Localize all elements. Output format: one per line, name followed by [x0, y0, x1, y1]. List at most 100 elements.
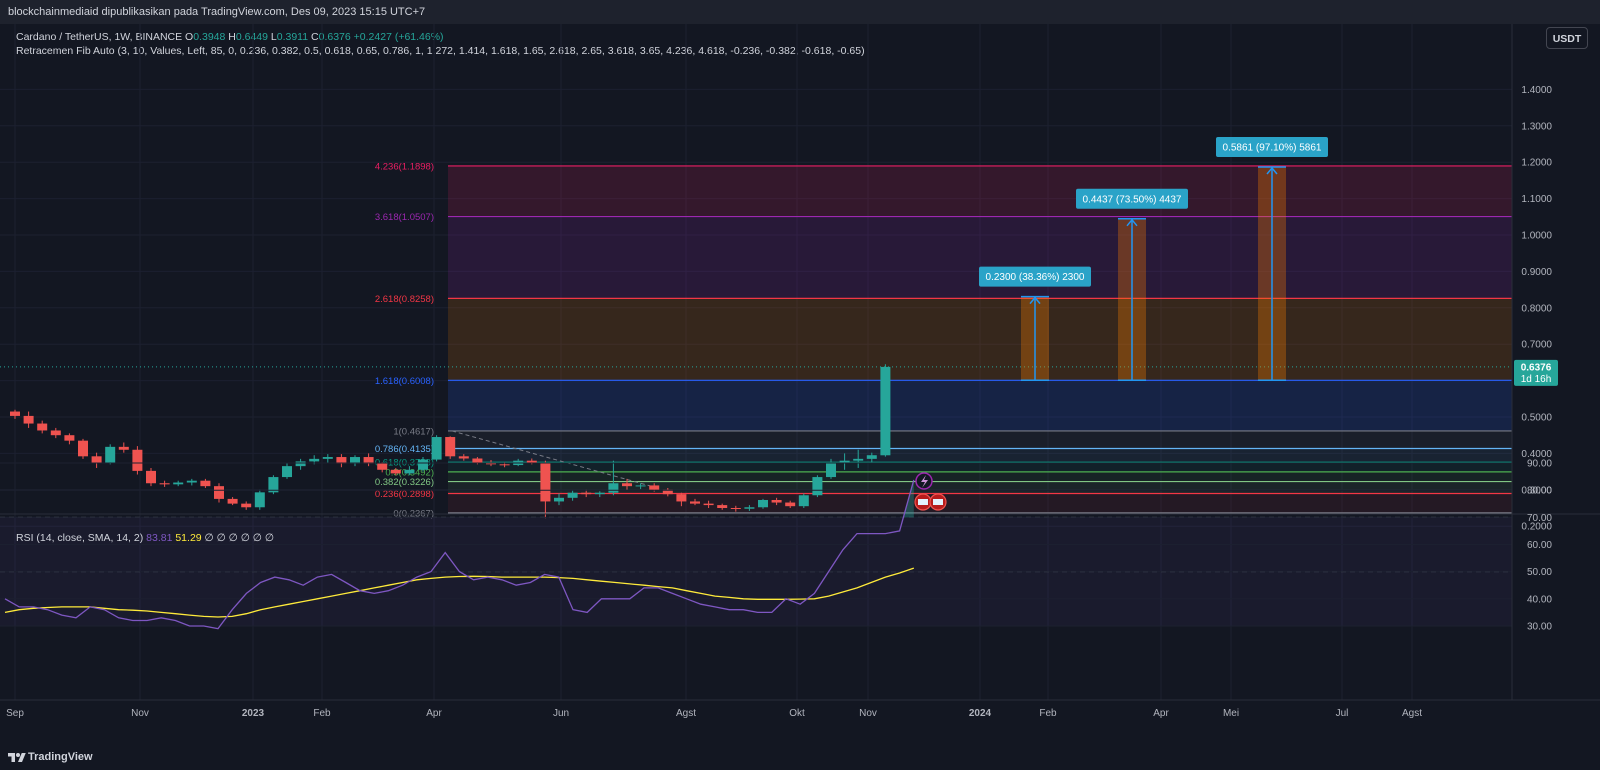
rsi-tick-label: 50.00 — [1527, 567, 1552, 578]
publish-bar: blockchainmediaid dipublikasikan pada Tr… — [0, 0, 1600, 24]
candle-body — [173, 482, 184, 485]
candle-body — [336, 457, 347, 464]
candle-body — [703, 503, 714, 506]
fib-indicator-legend[interactable]: Retracemen Fib Auto (3, 10, Values, Left… — [16, 45, 865, 57]
candle-body — [771, 499, 782, 503]
measure-tools: 0.2300 (38.36%) 2300 0.4437 (73.50%) 4437… — [979, 136, 1328, 382]
candle-body — [186, 480, 197, 483]
candle-body — [214, 486, 224, 499]
fib-label: 1(0.4617) — [393, 426, 434, 437]
candle-body — [812, 477, 823, 496]
measure-arrowhead — [1266, 166, 1278, 175]
measure-label: 0.5861 (97.10%) 5861 — [1223, 142, 1322, 153]
candle-body — [241, 503, 252, 508]
price-tick-label: 0.2000 — [1521, 522, 1552, 533]
candle-body — [254, 492, 265, 508]
candle-body — [472, 458, 483, 463]
candle-body — [458, 456, 469, 459]
candle-body — [431, 437, 442, 460]
publisher-caption: blockchainmediaid dipublikasikan pada Tr… — [8, 6, 426, 18]
candle-body — [363, 457, 374, 464]
measure-arrowhead — [1029, 296, 1041, 305]
price-tick-label: 1.4000 — [1521, 85, 1552, 96]
rsi-tick-label: 40.00 — [1527, 594, 1552, 605]
fib-zone — [448, 430, 1512, 449]
time-tick-label: Agst — [676, 708, 696, 719]
rsi-legend[interactable]: RSI (14, close, SMA, 14, 2) 83.81 51.29 … — [16, 532, 274, 544]
fib-zone — [448, 380, 1512, 431]
time-tick-label: Okt — [789, 708, 805, 719]
candle-body — [540, 462, 551, 502]
fib-zones — [448, 165, 1512, 513]
close-value: 0.6376 — [318, 31, 351, 43]
symbol-legend[interactable]: Cardano / TetherUS, 1W, BINANCE O0.3948 … — [16, 31, 444, 43]
footer: TradingView — [0, 746, 1600, 770]
flag-stripes-icon — [933, 499, 943, 505]
rsi-value: 83.81 — [146, 532, 173, 544]
change-value: +0.2427 (+61.46%) — [353, 31, 444, 43]
rsi-tick-label: 60.00 — [1527, 540, 1552, 551]
measure-label: 0.2300 (38.36%) 2300 — [986, 272, 1085, 283]
close-key: C — [311, 31, 319, 43]
time-tick-label: Agst — [1402, 708, 1422, 719]
candle-body — [390, 469, 401, 474]
time-tick-label: Jun — [553, 708, 569, 719]
rsi-sma-line — [4, 567, 915, 618]
candle-body — [744, 507, 755, 509]
rsi-label: RSI (14, close, SMA, 14, 2) — [16, 532, 144, 544]
candle-body — [676, 494, 687, 502]
price-chart[interactable]: 0(0.2367)0.236(0.2898)0.382(0.3226)0.5(0… — [0, 24, 1600, 746]
candle-body — [785, 502, 796, 507]
time-tick-label: Jul — [1336, 708, 1349, 719]
time-tick-label: Apr — [1153, 708, 1169, 719]
candle-body — [227, 498, 238, 504]
candle-body — [50, 430, 61, 436]
candle-body — [649, 485, 660, 490]
fib-label: 1.618(0.6008) — [375, 376, 434, 387]
last-price-badge — [1514, 359, 1558, 386]
axes: 1.4000 1.3000 1.2000 1.1000 1.0000 0.9000 0.80… — [0, 24, 1600, 719]
candle-body — [64, 435, 75, 441]
candle-body — [91, 456, 102, 463]
rsi-panel — [0, 462, 1600, 630]
tradingview-logo-icon — [8, 753, 26, 762]
time-tick-label: Apr — [426, 708, 442, 719]
candle-body — [295, 461, 306, 467]
measure-label-bg — [1076, 188, 1188, 209]
candle-body — [798, 495, 809, 507]
symbol-name: Cardano / TetherUS, 1W, BINANCE — [16, 31, 183, 43]
price-tick-label: 1.2000 — [1521, 158, 1552, 169]
currency-button[interactable]: USDT — [1546, 27, 1588, 49]
fib-label: 0.786(0.4135) — [375, 444, 434, 455]
time-tick-label: Feb — [1039, 708, 1057, 719]
candle-body — [526, 460, 537, 463]
price-tick-label: 0.4000 — [1521, 449, 1552, 460]
flag-stripes-icon — [918, 499, 928, 505]
price-tick-label: 0.8000 — [1521, 303, 1552, 314]
candle-body — [309, 458, 320, 462]
fib-zone — [448, 165, 1512, 217]
candles — [10, 364, 891, 519]
fib-label: 3.618(1.0507) — [375, 212, 434, 223]
candle-body — [662, 489, 673, 495]
time-tick-label: 2023 — [242, 708, 265, 719]
candle-body — [445, 437, 456, 457]
candle-body — [690, 501, 700, 504]
candle-body — [758, 499, 768, 508]
price-tick-label: 0.5000 — [1521, 413, 1552, 424]
candle-body — [404, 469, 415, 474]
lightning-bolt-icon — [921, 475, 928, 488]
time-tick-label: Sep — [6, 708, 24, 719]
candle-body — [866, 455, 877, 459]
price-tick-label: 0.3000 — [1521, 485, 1552, 496]
candle-body — [10, 411, 20, 416]
rsi-tick-label: 30.00 — [1527, 621, 1552, 632]
candle-body — [635, 485, 646, 487]
fib-label: 2.618(0.8258) — [375, 294, 434, 305]
time-tick-label: Mei — [1223, 708, 1239, 719]
rsi-empty-values: ∅ ∅ ∅ ∅ ∅ ∅ — [204, 532, 275, 544]
candle-body — [37, 423, 48, 431]
candle-body — [499, 464, 510, 466]
candle-body — [730, 508, 741, 509]
rsi-tick-label: 90.00 — [1527, 459, 1552, 470]
